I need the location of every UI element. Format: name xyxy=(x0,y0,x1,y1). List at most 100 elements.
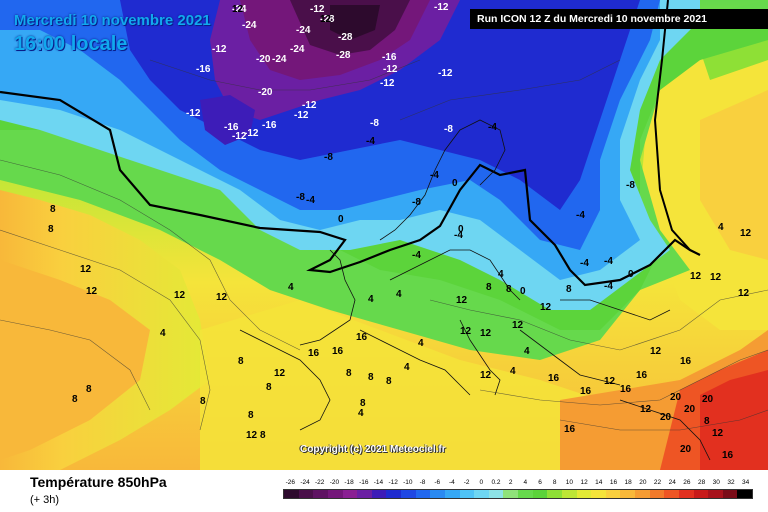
scale-cell xyxy=(371,490,387,498)
scale-cell xyxy=(518,490,533,498)
scale-tick-label: 30 xyxy=(712,479,720,486)
isotherm-label: 8 xyxy=(72,394,78,405)
scale-cell xyxy=(327,490,343,498)
scale-cell xyxy=(313,490,328,498)
isotherm-label: -8 xyxy=(296,192,305,203)
scale-cell xyxy=(284,490,299,498)
isotherm-label: -24 xyxy=(290,44,305,55)
scale-cell xyxy=(430,490,445,498)
scale-tick-label: 6 xyxy=(538,479,542,486)
scale-tick-label: 2 xyxy=(508,479,513,486)
isotherm-label: 12 xyxy=(604,376,616,387)
isotherm-label: 8 xyxy=(486,282,492,293)
isotherm-label: -4 xyxy=(576,210,585,221)
scale-tick-label: -14 xyxy=(373,479,384,486)
scale-cell xyxy=(547,490,562,498)
scale-cell xyxy=(488,490,504,498)
hot-zone-far-east xyxy=(700,370,768,470)
copyright-text: Copyright (c) 2021 Meteociel.fr xyxy=(300,444,446,455)
isotherm-label: -20 xyxy=(258,87,273,98)
isotherm-label: 20 xyxy=(680,444,692,455)
isotherm-label: 16 xyxy=(620,384,632,395)
scale-tick-label: -4 xyxy=(449,479,455,486)
scale-tick-label: -10 xyxy=(403,479,413,486)
isotherm-label: -4 xyxy=(604,281,613,292)
scale-tick-label: -16 xyxy=(359,479,369,486)
scale-cell xyxy=(474,490,489,498)
scale-cell xyxy=(591,490,606,498)
isotherm-label: 8 xyxy=(248,410,254,421)
isotherm-label: 12 xyxy=(174,290,186,301)
isotherm-label: 12 xyxy=(216,292,228,303)
cold-blob-west xyxy=(200,95,255,145)
scale-cell xyxy=(503,490,518,498)
warm-zone-east-inner xyxy=(700,90,768,260)
isotherm-label: -12 xyxy=(212,44,227,55)
isotherm-label: 4 xyxy=(418,338,424,349)
scale-tick-label: 4 xyxy=(523,479,528,486)
isotherm-label: 4 xyxy=(718,222,724,233)
isotherm-label: 4 xyxy=(498,269,504,280)
scale-tick-label: 16 xyxy=(609,479,618,486)
map-label-layer: -24-28-24-24-12-24-28-12 -12-24-16-28 -16-… xyxy=(48,2,752,461)
scale-tick-label: 34 xyxy=(742,479,750,486)
isotherm-label: 4 xyxy=(396,289,402,300)
isotherm-label: 20 xyxy=(684,404,696,415)
isotherm-label: 16 xyxy=(580,386,592,397)
isotherm-label: -8 xyxy=(370,118,379,129)
isotherm-label: 8 xyxy=(50,204,56,215)
isotherm-label: -28 xyxy=(336,50,351,61)
scale-tick-label: -8 xyxy=(419,479,426,486)
isotherm-label: -4 xyxy=(306,195,315,206)
isotherm-label: 8 xyxy=(48,224,54,235)
isotherm-label: 4 xyxy=(288,282,294,293)
isotherm-label: 0 xyxy=(458,224,464,235)
scale-cell xyxy=(342,490,358,498)
scale-cell xyxy=(576,490,592,498)
isotherm-label: -16 xyxy=(262,120,277,131)
scale-tick-label: 32 xyxy=(727,479,735,486)
isotherm-label: -28 xyxy=(320,14,335,25)
isotherm-label: -12 xyxy=(383,64,398,75)
scale-cell xyxy=(386,490,401,498)
isotherm-label: -24 xyxy=(242,20,257,31)
isotherm-label: -12 xyxy=(186,108,201,119)
map-time-title: 16:00 locale xyxy=(14,33,128,55)
isotherm-label: 8 xyxy=(506,284,512,295)
scale-cell xyxy=(357,490,372,498)
isotherm-label: 12 xyxy=(480,370,492,381)
isotherm-label: -12 xyxy=(438,68,453,79)
scale-tick-label: -18 xyxy=(344,479,354,486)
map-footer: Température 850hPa (+ 3h) -26 -24 -22 -20 -1… xyxy=(0,470,768,512)
scale-cell xyxy=(298,490,314,498)
scale-tick-label: 26 xyxy=(683,479,691,486)
isotherm-label: 16 xyxy=(548,373,560,384)
scale-cell xyxy=(605,490,621,498)
isotherm-label: 4 xyxy=(358,408,364,419)
isotherm-label: 16 xyxy=(564,424,576,435)
scale-cell xyxy=(678,490,694,498)
isotherm-label: 8 xyxy=(360,398,366,409)
isotherm-label: -16 xyxy=(224,122,239,133)
scale-tick-label: 20 xyxy=(639,479,647,486)
isotherm-label: -4 xyxy=(366,136,375,147)
scale-cell xyxy=(664,490,679,498)
isotherm-label: 8 xyxy=(704,416,710,427)
isotherm-label: 20 xyxy=(660,412,672,423)
scale-cell xyxy=(737,490,752,498)
isotherm-label: 8 xyxy=(238,356,244,367)
isotherm-label: 12 xyxy=(512,320,524,331)
isotherm-label: 4 xyxy=(404,362,410,373)
isotherm-label: 12 xyxy=(232,4,244,15)
scale-cell xyxy=(401,490,416,498)
isotherm-label: 12 xyxy=(480,328,492,339)
scale-cell xyxy=(415,490,431,498)
isotherm-label: 12 xyxy=(740,228,752,239)
isotherm-label: -4 xyxy=(604,256,613,267)
isotherm-label: -4 xyxy=(488,122,497,133)
scale-cell xyxy=(620,490,635,498)
isotherm-label: 4 xyxy=(160,328,166,339)
variable-title: Température 850hPa xyxy=(30,474,167,490)
isotherm-label: 12 xyxy=(274,368,286,379)
scale-tick-label: 28 xyxy=(697,479,706,486)
